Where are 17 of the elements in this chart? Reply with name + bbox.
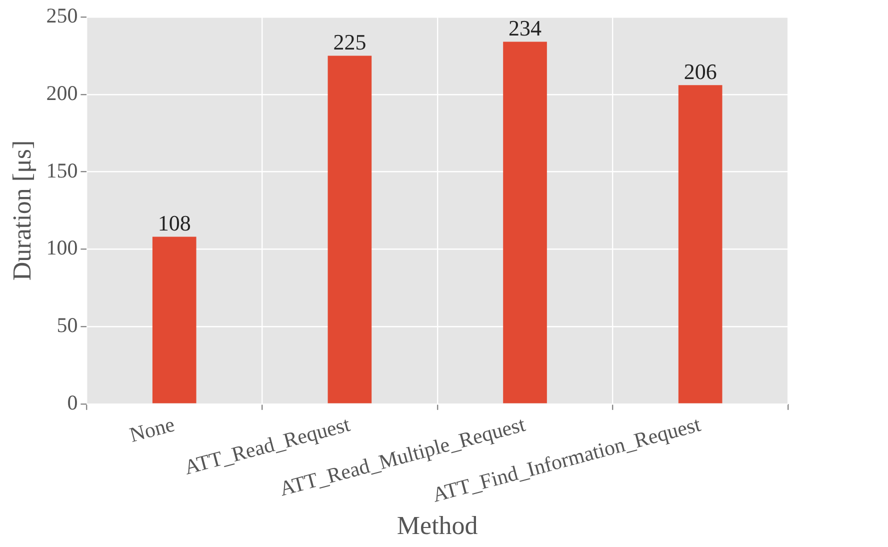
y-tick-label: 50 bbox=[56, 313, 78, 338]
y-tick-label: 250 bbox=[46, 4, 78, 28]
data-label: 234 bbox=[508, 16, 542, 41]
x-axis-title: Method bbox=[396, 511, 478, 540]
y-tick-label: 100 bbox=[46, 236, 78, 260]
x-tick-label: None bbox=[126, 412, 178, 448]
y-axis-title: Duration [μs] bbox=[7, 140, 36, 281]
y-tick-label: 0 bbox=[67, 390, 78, 414]
bar bbox=[503, 42, 547, 404]
bar bbox=[678, 85, 722, 404]
data-label: 225 bbox=[333, 29, 366, 54]
y-tick-label: 200 bbox=[46, 80, 78, 105]
bar bbox=[328, 56, 372, 404]
y-tick-label: 150 bbox=[46, 158, 78, 182]
data-label: 206 bbox=[684, 58, 717, 84]
data-label: 108 bbox=[158, 210, 191, 236]
bar bbox=[152, 236, 196, 404]
